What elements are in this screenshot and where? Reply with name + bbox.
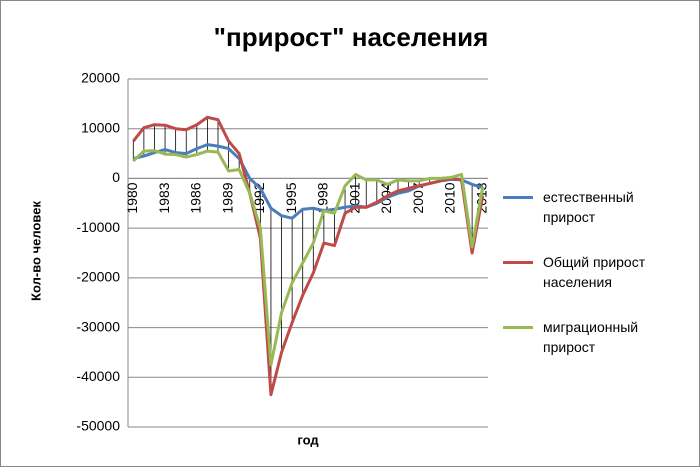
legend-item: миграционный прирост	[503, 317, 683, 357]
series-line	[132, 149, 485, 367]
y-tick-label: 0	[112, 169, 120, 185]
y-tick-label: 20000	[81, 70, 120, 86]
y-axis-label: Кол-во человек	[28, 201, 43, 301]
x-tick-label: 2010	[442, 182, 458, 213]
x-tick-label: 1986	[188, 182, 204, 213]
legend-label: Общий прирост населения	[543, 254, 646, 290]
x-tick-label: 1989	[219, 182, 235, 213]
legend-swatch	[503, 261, 533, 264]
y-tick-label: -30000	[76, 318, 120, 334]
y-tick-label: 10000	[81, 119, 120, 135]
legend-swatch	[503, 196, 533, 199]
y-tick-label: -50000	[76, 418, 120, 434]
series-line	[132, 115, 485, 397]
x-tick-label: 1998	[315, 182, 331, 213]
y-tick-label: -10000	[76, 219, 120, 235]
x-tick-label: 1995	[283, 182, 299, 213]
y-tick-label: -40000	[76, 368, 120, 384]
legend-label: естественный прирост	[543, 189, 634, 225]
chart-title: "прирост" населения	[214, 22, 489, 52]
legend-swatch	[503, 326, 533, 329]
x-tick-label: 1983	[156, 182, 172, 213]
legend-label: миграционный прирост	[543, 319, 639, 355]
y-tick-label: -20000	[76, 269, 120, 285]
x-tick-label: 1980	[124, 182, 140, 213]
legend-item: Общий прирост населения	[503, 252, 683, 292]
x-tick-label: 2007	[410, 182, 426, 213]
x-axis-label: год	[297, 432, 319, 447]
legend-item: естественный прирост	[503, 187, 683, 227]
